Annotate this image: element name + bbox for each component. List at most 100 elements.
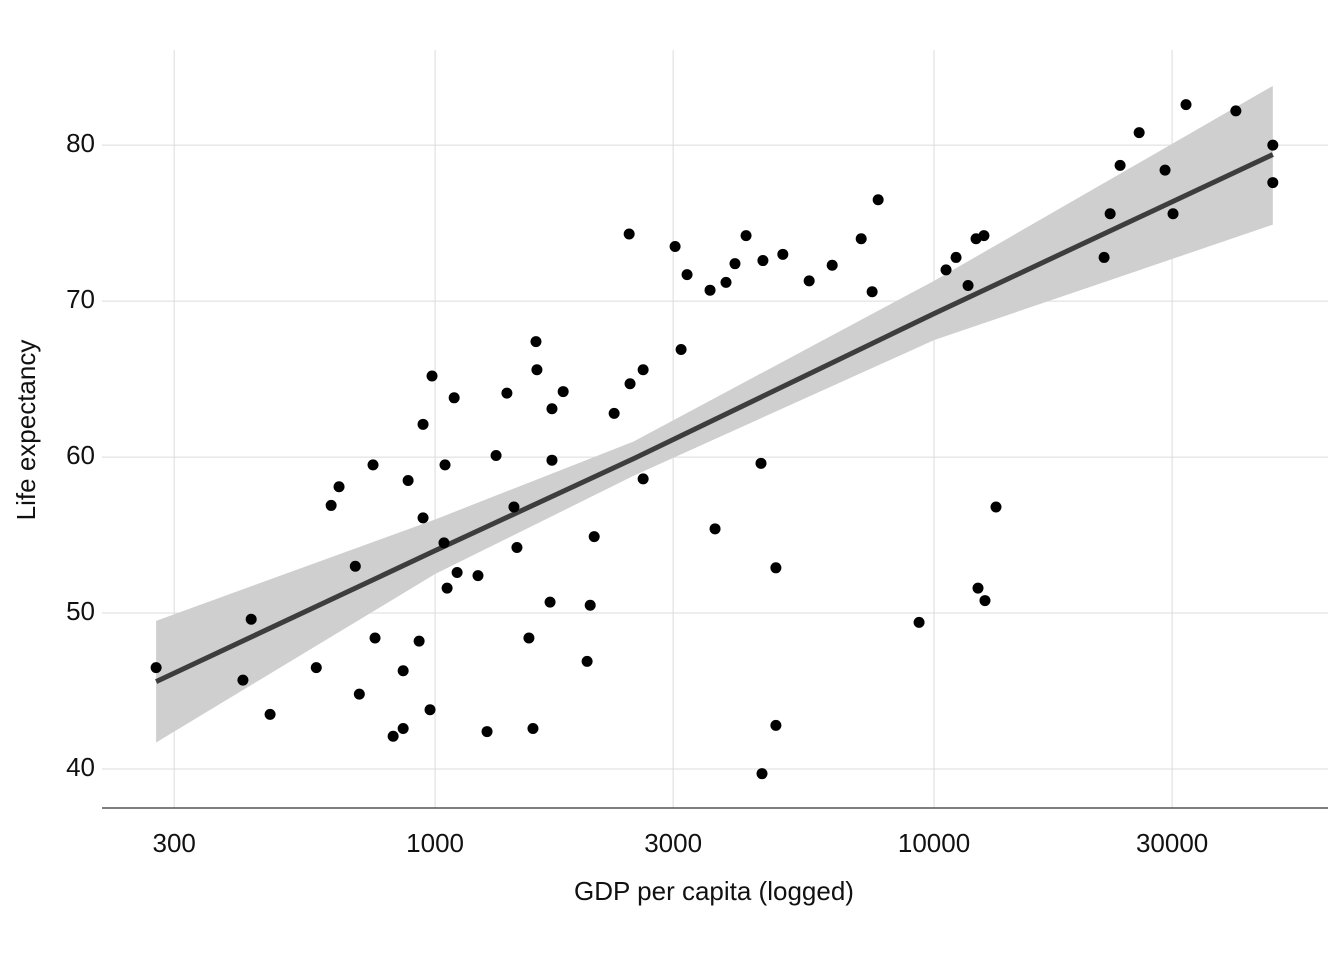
x-axis-label: GDP per capita (logged)	[574, 876, 854, 906]
point	[508, 501, 520, 513]
point	[438, 537, 450, 549]
point	[1114, 159, 1126, 171]
point	[757, 255, 769, 267]
point	[1167, 208, 1179, 220]
y-tick-label: 50	[66, 596, 95, 626]
point	[417, 418, 429, 430]
point	[755, 457, 767, 469]
point	[424, 704, 436, 716]
point	[481, 726, 493, 738]
point	[546, 403, 558, 415]
point	[441, 582, 453, 594]
y-tick-label: 60	[66, 440, 95, 470]
point	[451, 566, 463, 578]
point	[439, 459, 451, 471]
point	[681, 269, 693, 281]
fit-line	[155, 152, 1274, 684]
point	[637, 473, 649, 485]
point	[720, 276, 732, 288]
x-tick-label: 300	[152, 828, 195, 858]
point	[588, 531, 600, 543]
point	[756, 768, 768, 780]
point	[990, 501, 1002, 513]
point	[245, 613, 257, 625]
point	[962, 280, 974, 292]
point	[402, 474, 414, 486]
point	[623, 228, 635, 240]
point	[709, 523, 721, 535]
point	[353, 688, 365, 700]
point	[417, 512, 429, 524]
x-tick-label: 3000	[644, 828, 702, 858]
point	[740, 230, 752, 242]
point	[624, 378, 636, 390]
point	[1267, 177, 1279, 189]
point	[669, 241, 681, 253]
point	[264, 708, 276, 720]
point	[527, 722, 539, 734]
y-tick-label: 40	[66, 752, 95, 782]
point	[729, 258, 741, 270]
point	[675, 343, 687, 355]
point	[472, 570, 484, 582]
point	[950, 251, 962, 263]
point	[979, 595, 991, 607]
x-tick-label: 10000	[898, 828, 970, 858]
x-tick-label: 1000	[406, 828, 464, 858]
point	[523, 632, 535, 644]
point	[972, 582, 984, 594]
point	[369, 632, 381, 644]
point	[770, 719, 782, 731]
point	[581, 655, 593, 667]
point	[940, 264, 952, 276]
point	[413, 635, 425, 647]
point	[397, 665, 409, 677]
point	[387, 730, 399, 742]
point	[490, 450, 502, 462]
point	[349, 560, 361, 572]
y-tick-label: 70	[66, 284, 95, 314]
point	[1159, 164, 1171, 176]
point	[150, 662, 162, 674]
point	[637, 364, 649, 376]
point	[826, 259, 838, 271]
point	[1230, 105, 1242, 117]
point	[530, 336, 542, 348]
point	[704, 284, 716, 296]
point	[325, 499, 337, 511]
point	[913, 616, 925, 628]
point	[546, 454, 558, 466]
point	[237, 674, 249, 686]
point	[777, 248, 789, 260]
point	[310, 662, 322, 674]
point	[1104, 208, 1116, 220]
point	[608, 407, 620, 419]
x-tick-label: 30000	[1136, 828, 1208, 858]
confidence-band	[156, 85, 1273, 743]
point	[426, 370, 438, 382]
point	[1133, 127, 1145, 139]
point	[1098, 251, 1110, 263]
point	[1267, 139, 1279, 151]
point	[333, 481, 345, 493]
point	[855, 233, 867, 245]
point	[448, 392, 460, 404]
point	[544, 596, 556, 608]
point	[501, 387, 513, 399]
point	[1180, 99, 1192, 111]
y-tick-label: 80	[66, 128, 95, 158]
point	[978, 230, 990, 242]
point	[397, 722, 409, 734]
point	[557, 386, 569, 398]
point	[531, 364, 543, 376]
point	[511, 542, 523, 554]
point	[872, 194, 884, 206]
point	[866, 286, 878, 298]
y-axis-label: Life expectancy	[11, 340, 41, 521]
point	[770, 562, 782, 574]
point	[584, 599, 596, 611]
point	[803, 275, 815, 287]
point	[367, 459, 379, 471]
